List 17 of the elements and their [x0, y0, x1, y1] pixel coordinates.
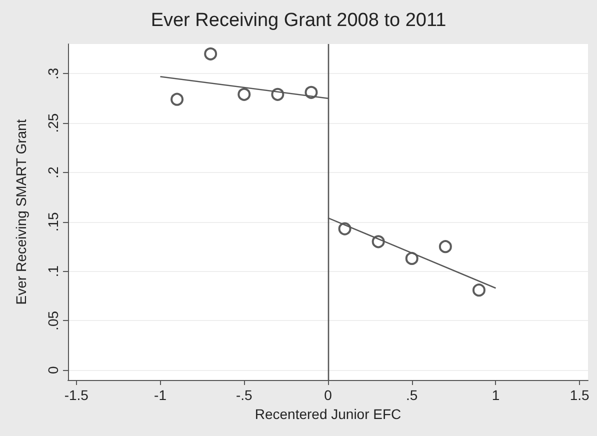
x-tick-label: -.5 [236, 387, 253, 403]
y-tick-label: .3 [45, 68, 61, 80]
x-tick-label: -1 [154, 387, 167, 403]
x-tick-label: 1.5 [570, 387, 590, 403]
y-axis-title: Ever Receiving SMART Grant [13, 119, 29, 305]
y-tick-label: 0 [45, 366, 61, 374]
y-tick-label: .2 [45, 166, 61, 178]
x-tick-label: .5 [406, 387, 418, 403]
x-tick-label: 0 [324, 387, 332, 403]
y-tick-label: .25 [45, 113, 61, 133]
x-tick-label: 1 [492, 387, 500, 403]
y-tick-label: .05 [45, 310, 61, 330]
x-axis-title: Recentered Junior EFC [254, 406, 402, 422]
chart-title: Ever Receiving Grant 2008 to 2011 [150, 10, 446, 31]
x-tick-label: -1.5 [64, 387, 89, 403]
y-tick-label: .15 [45, 212, 61, 232]
y-tick-label: .1 [45, 265, 61, 278]
